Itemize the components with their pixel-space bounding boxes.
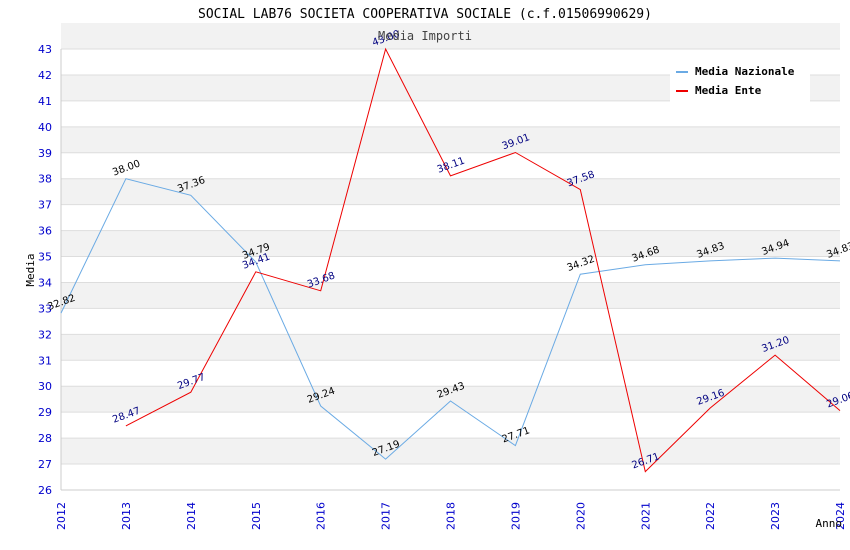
data-label: 38.00	[111, 158, 142, 178]
x-tick-label: 2013	[120, 502, 133, 530]
x-tick-label: 2024	[834, 502, 847, 530]
y-axis-ticks: 26 27 28 29 30 31 32 33 34 35 36 37 38 39 40 41 42 43	[38, 43, 52, 497]
series-lines	[60, 47, 841, 473]
y-tick-label: 30	[38, 380, 52, 393]
x-tick-label: 2021	[639, 502, 652, 530]
y-tick-label: 37	[38, 199, 52, 212]
legend-label-nazionale: Media Nazionale	[695, 65, 795, 78]
grid-band	[61, 438, 840, 465]
x-tick-label: 2018	[445, 502, 458, 530]
grid-band	[61, 334, 840, 361]
y-tick-label: 33	[38, 302, 52, 315]
x-tick-label: 2023	[769, 502, 782, 530]
grid-band	[61, 23, 840, 49]
y-tick-label: 29	[38, 406, 52, 419]
x-tick-label: 2014	[185, 502, 198, 530]
x-tick-label: 2012	[55, 502, 68, 530]
x-tick-label: 2015	[250, 502, 263, 530]
grid-band	[61, 230, 840, 257]
y-tick-label: 26	[38, 484, 52, 497]
x-tick-label: 2017	[380, 502, 393, 530]
grid-band	[61, 178, 840, 205]
series-line-ente	[125, 47, 841, 473]
y-tick-label: 32	[38, 328, 52, 341]
x-axis-label: Anno	[816, 517, 843, 530]
y-tick-label: 34	[38, 276, 52, 289]
x-tick-label: 2022	[704, 502, 717, 530]
legend-box	[670, 60, 810, 102]
grid-band	[61, 126, 840, 153]
grid-bands	[61, 23, 840, 465]
chart-title: SOCIAL LAB76 SOCIETA COOPERATIVA SOCIALE…	[198, 7, 652, 22]
series-line-nazionale	[60, 178, 841, 460]
y-tick-label: 39	[38, 147, 52, 160]
x-tick-label: 2020	[574, 502, 587, 530]
y-tick-label: 35	[38, 251, 52, 264]
grid-lines	[60, 48, 840, 491]
grid-band	[61, 282, 840, 309]
x-tick-label: 2016	[315, 502, 328, 530]
y-tick-label: 38	[38, 173, 52, 186]
y-tick-label: 31	[38, 354, 52, 367]
data-label: 38.11	[436, 156, 467, 176]
y-tick-label: 28	[38, 432, 52, 445]
legend-label-ente: Media Ente	[695, 84, 762, 97]
y-tick-label: 36	[38, 225, 52, 238]
x-tick-label: 2019	[509, 502, 522, 530]
y-tick-label: 41	[38, 95, 52, 108]
y-axis-label: Media	[24, 253, 37, 286]
y-tick-label: 42	[38, 69, 52, 82]
x-axis-ticks: 2012 2013 2014 2015 2016 2017 2018 2019 2020 2021…	[55, 502, 847, 530]
y-tick-label: 43	[38, 43, 52, 56]
chart-subtitle: Media Importi	[378, 29, 472, 43]
legend: Media Nazionale Media Ente	[670, 60, 810, 102]
y-tick-label: 27	[38, 458, 52, 471]
y-tick-label: 40	[38, 121, 52, 134]
